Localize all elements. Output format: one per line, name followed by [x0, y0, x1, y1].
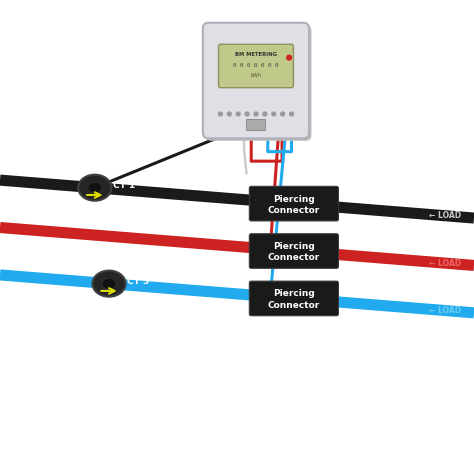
Text: 0 0 0 0 0 0 0: 0 0 0 0 0 0 0 — [233, 63, 279, 68]
Text: ← LOAD: ← LOAD — [429, 306, 462, 315]
Text: Connector: Connector — [268, 253, 320, 262]
Circle shape — [228, 112, 231, 116]
Circle shape — [254, 112, 258, 116]
FancyBboxPatch shape — [249, 234, 338, 268]
Circle shape — [272, 112, 276, 116]
Text: ← LOAD: ← LOAD — [429, 211, 462, 220]
Text: ← LOAD: ← LOAD — [429, 259, 462, 268]
Text: kWh: kWh — [251, 73, 261, 78]
Text: Connector: Connector — [268, 301, 320, 310]
Circle shape — [219, 112, 222, 116]
Text: Piercing: Piercing — [273, 289, 315, 298]
FancyBboxPatch shape — [249, 281, 338, 316]
Circle shape — [237, 112, 240, 116]
FancyBboxPatch shape — [205, 25, 311, 141]
Bar — [246, 118, 265, 130]
Circle shape — [287, 55, 292, 60]
Text: CT 3: CT 3 — [127, 276, 149, 285]
Circle shape — [245, 112, 249, 116]
Ellipse shape — [78, 175, 111, 201]
Text: Piercing: Piercing — [273, 194, 315, 203]
Ellipse shape — [102, 278, 116, 289]
Circle shape — [263, 112, 267, 116]
FancyBboxPatch shape — [219, 44, 293, 88]
Ellipse shape — [88, 182, 102, 193]
Text: CT 1: CT 1 — [113, 181, 135, 190]
Text: BM METERING: BM METERING — [235, 53, 277, 57]
FancyBboxPatch shape — [249, 186, 338, 221]
Circle shape — [290, 112, 293, 116]
FancyBboxPatch shape — [203, 23, 309, 138]
Circle shape — [281, 112, 284, 116]
Text: Piercing: Piercing — [273, 242, 315, 251]
Text: Connector: Connector — [268, 206, 320, 215]
Ellipse shape — [92, 271, 126, 297]
